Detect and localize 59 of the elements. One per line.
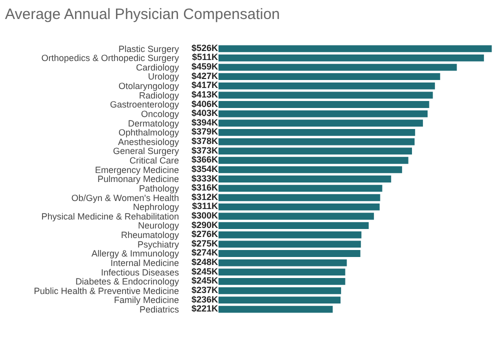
data-label: $276K [191, 229, 218, 240]
y-tick-label: Nephrology [132, 202, 180, 212]
data-label: $511K [192, 52, 218, 62]
data-label: $379K [191, 126, 218, 137]
y-tick-label: Anesthesiology [118, 136, 180, 147]
y-tick-label: Family Medicine [114, 295, 179, 306]
data-label: $333K [191, 173, 218, 184]
y-tick-label: Urology [148, 72, 180, 82]
y-tick-label: Emergency Medicine [94, 164, 179, 175]
y-tick-label: Public Health & Preventive Medicine [34, 286, 179, 296]
y-tick-label: Orthopedics & Orthopedic Surgery [41, 53, 180, 64]
data-label: $248K [191, 257, 218, 268]
y-tick-label: Allergy & Immunology [91, 248, 180, 259]
data-label: $290K [191, 220, 218, 230]
data-label: $274K [191, 248, 218, 258]
data-label: $459K [191, 62, 218, 72]
y-tick-label: Pathology [138, 183, 180, 194]
y-tick-label: Cardiology [136, 62, 180, 72]
data-label: $354K [191, 164, 218, 174]
y-tick-label: Pediatrics [139, 304, 180, 314]
y-tick-label: Internal Medicine [110, 258, 179, 268]
data-label: $236K [191, 294, 218, 304]
y-tick-label: Oncology [140, 108, 180, 119]
y-tick-label: Neurology [138, 220, 180, 231]
y-tick-label: Otolaryngology [118, 81, 180, 92]
data-label: $417K [191, 80, 218, 90]
data-label: $406K [191, 98, 218, 109]
data-label: $311K [192, 201, 218, 212]
data-label: $221K [191, 304, 218, 314]
y-tick-label: Ob/Gyn & Women's Health [71, 192, 179, 203]
data-label: $245K [191, 266, 218, 276]
data-label: $316K [191, 182, 218, 193]
data-label: $237K [191, 284, 218, 295]
data-label: $378K [191, 136, 218, 146]
y-tick-label: Dermatology [128, 118, 180, 128]
y-tick-label: Infectious Diseases [100, 267, 180, 278]
chart-title: Average Annual Physician Compensation [5, 6, 280, 23]
y-tick-label: General Surgery [112, 146, 180, 156]
data-label: $373K [191, 145, 218, 156]
y-tick-label: Critical Care [129, 156, 179, 166]
data-label: $526K [191, 42, 218, 53]
data-label: $394K [191, 117, 218, 128]
y-tick-label: Ophthalmology [118, 128, 180, 138]
data-label: $300K [191, 210, 218, 220]
y-tick-label: Gastroenterology [110, 100, 180, 110]
data-label: $312K [191, 192, 218, 202]
data-label: $245K [191, 276, 218, 286]
data-label: $427K [191, 70, 218, 81]
y-tick-label: Physical Medicine & Rehabilitation [41, 211, 179, 222]
y-tick-label: Rheumatology [120, 230, 180, 240]
data-label: $403K [191, 108, 218, 118]
y-tick-label: Diabetes & Endocrinology [75, 276, 180, 287]
y-tick-label: Plastic Surgery [118, 44, 180, 54]
y-tick-label: Psychiatry [137, 239, 180, 250]
data-label: $366K [191, 154, 218, 165]
y-tick-label: Radiology [138, 90, 180, 100]
data-label: $275K [191, 238, 218, 248]
data-label: $413K [191, 89, 218, 100]
y-tick-label: Pulmonary Medicine [97, 174, 179, 184]
